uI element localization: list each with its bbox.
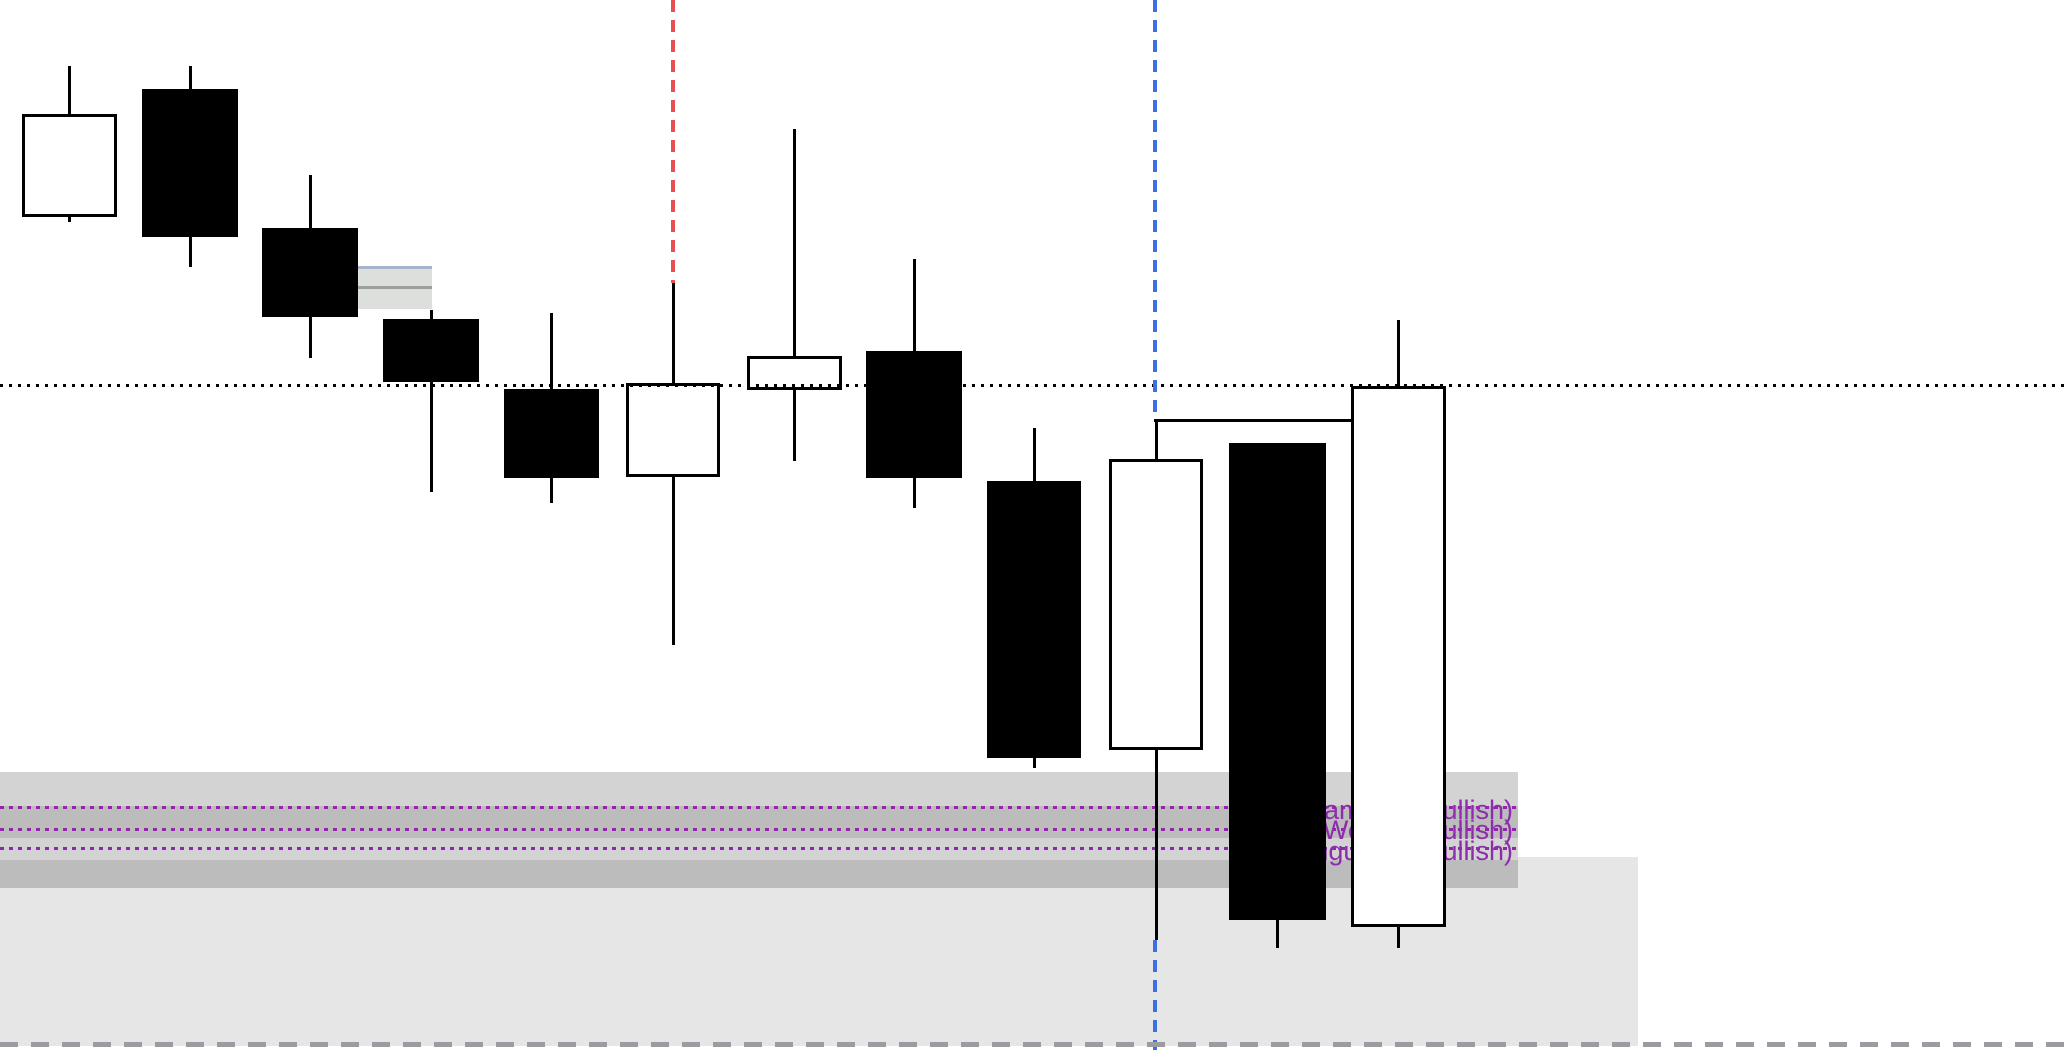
window-zone-top-line bbox=[358, 266, 432, 269]
candle-6-body bbox=[626, 383, 720, 477]
candle-9-body bbox=[987, 481, 1081, 758]
candle-9-lower-wick bbox=[1032, 758, 1036, 768]
candle-5-upper-wick bbox=[550, 313, 553, 389]
entry-step-line bbox=[1154, 419, 1351, 422]
candle-3-body bbox=[262, 228, 358, 317]
candle-12-body bbox=[1351, 386, 1446, 927]
candle-10-lower-wick bbox=[1154, 750, 1158, 940]
dotted-price-level-line bbox=[0, 384, 2066, 387]
candle-7-upper-wick bbox=[793, 129, 796, 356]
candle-7-lower-wick bbox=[793, 390, 796, 461]
candle-12-upper-wick bbox=[1397, 320, 1400, 386]
candle-8-body bbox=[866, 351, 962, 478]
pattern-level-line-2 bbox=[0, 828, 1518, 831]
candle-4-upper-wick bbox=[429, 310, 433, 319]
candle-4-lower-wick bbox=[429, 382, 433, 492]
candle-8-upper-wick bbox=[912, 259, 916, 351]
candle-6-upper-wick bbox=[671, 283, 675, 383]
pattern-level-line-3 bbox=[0, 847, 1518, 850]
candle-10-upper-wick bbox=[1154, 420, 1158, 459]
blue-dashed-marker-lower bbox=[1153, 940, 1157, 1050]
candle-3-upper-wick bbox=[308, 175, 312, 228]
candle-5-body bbox=[504, 389, 599, 478]
candle-6-lower-wick bbox=[671, 477, 675, 645]
candle-2-body bbox=[142, 89, 238, 237]
candle-9-upper-wick bbox=[1032, 428, 1036, 481]
candle-12-lower-wick bbox=[1397, 927, 1400, 948]
red-dashed-marker bbox=[671, 0, 675, 283]
candle-1-upper-wick bbox=[68, 66, 71, 114]
candle-10-body bbox=[1109, 459, 1203, 750]
candle-1-body bbox=[22, 114, 117, 217]
candle-3-lower-wick bbox=[308, 317, 312, 358]
pattern-level-line-1 bbox=[0, 806, 1518, 809]
candle-2-upper-wick bbox=[188, 66, 192, 89]
blue-dashed-marker-upper bbox=[1153, 0, 1157, 420]
candle-11-body bbox=[1229, 443, 1326, 920]
candle-5-lower-wick bbox=[550, 478, 553, 503]
bottom-dashed-line bbox=[0, 1042, 2066, 1047]
candle-2-lower-wick bbox=[188, 237, 192, 267]
candle-1-lower-wick bbox=[68, 217, 71, 222]
window-zone-mid-line bbox=[358, 286, 432, 289]
candle-4-body bbox=[383, 319, 479, 382]
candle-8-lower-wick bbox=[912, 478, 916, 508]
candle-11-lower-wick bbox=[1276, 920, 1279, 948]
